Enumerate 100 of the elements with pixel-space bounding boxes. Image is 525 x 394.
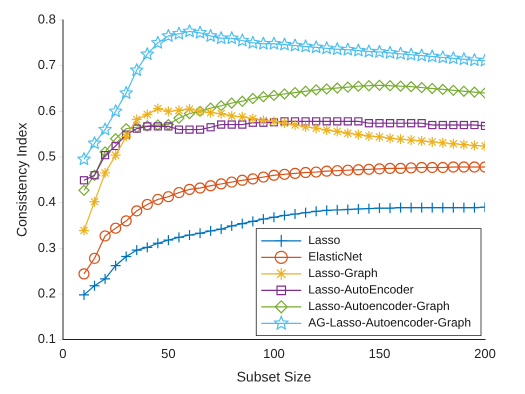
point xyxy=(196,125,204,134)
point xyxy=(122,130,130,139)
point xyxy=(330,42,344,56)
point xyxy=(394,162,406,174)
point xyxy=(374,131,386,142)
point xyxy=(416,82,428,94)
y-tick-label: 0.6 xyxy=(38,102,56,118)
point xyxy=(333,117,342,126)
point xyxy=(216,178,227,190)
point xyxy=(332,82,343,94)
point xyxy=(162,191,174,202)
point xyxy=(142,242,153,253)
x-tick-label: 50 xyxy=(161,346,176,361)
point xyxy=(98,122,112,136)
point xyxy=(182,24,196,38)
point xyxy=(174,125,184,134)
point xyxy=(309,40,323,54)
point xyxy=(321,204,332,216)
point xyxy=(394,46,408,60)
point xyxy=(396,119,405,128)
point xyxy=(99,230,111,242)
y-tick-label: 0.2 xyxy=(38,286,56,301)
x-axis-title: Subset Size xyxy=(236,368,312,384)
legend-label: Lasso-Graph xyxy=(308,266,378,280)
point xyxy=(414,48,428,62)
point xyxy=(110,222,122,234)
point xyxy=(425,49,440,62)
point xyxy=(436,50,450,64)
point xyxy=(289,168,301,180)
point xyxy=(372,44,386,58)
point xyxy=(363,164,375,175)
point xyxy=(354,117,362,126)
point xyxy=(352,80,364,92)
point xyxy=(88,196,100,208)
point xyxy=(131,205,142,216)
point xyxy=(418,119,426,128)
point xyxy=(458,161,470,173)
point xyxy=(235,33,250,46)
point xyxy=(185,125,194,134)
point xyxy=(332,126,343,138)
point xyxy=(268,116,280,127)
point xyxy=(247,92,258,104)
point xyxy=(449,120,458,130)
point xyxy=(184,103,196,115)
x-tick-label: 0 xyxy=(59,346,66,361)
point xyxy=(226,97,238,109)
point xyxy=(300,86,312,97)
point xyxy=(374,80,386,91)
point xyxy=(342,164,354,176)
point xyxy=(110,133,122,144)
point xyxy=(352,129,364,140)
point xyxy=(217,120,226,129)
point xyxy=(374,163,386,174)
point xyxy=(363,130,375,142)
point xyxy=(224,31,239,44)
point xyxy=(151,36,165,49)
point xyxy=(416,162,428,174)
point xyxy=(247,173,258,184)
point xyxy=(363,80,375,92)
point xyxy=(226,176,238,188)
point xyxy=(352,43,366,56)
point xyxy=(173,112,185,124)
point xyxy=(426,82,438,94)
point xyxy=(162,106,174,117)
point xyxy=(457,52,471,66)
point xyxy=(258,213,269,225)
point xyxy=(152,194,164,206)
point xyxy=(458,86,470,97)
point xyxy=(289,208,301,220)
point xyxy=(88,252,100,264)
point xyxy=(142,108,153,120)
point xyxy=(386,119,394,128)
point xyxy=(205,180,216,192)
y-tick-label: 0.5 xyxy=(38,148,56,164)
point xyxy=(468,202,480,214)
y-tick-label: 0.7 xyxy=(38,57,56,72)
point xyxy=(216,224,227,235)
point xyxy=(267,36,281,50)
point xyxy=(88,280,100,292)
point xyxy=(426,202,438,214)
point xyxy=(280,117,289,126)
point xyxy=(172,26,186,40)
point xyxy=(216,108,227,120)
point xyxy=(310,166,322,178)
point xyxy=(320,41,334,54)
point xyxy=(268,170,280,181)
point xyxy=(468,161,480,173)
point xyxy=(78,289,90,300)
point xyxy=(258,114,269,126)
point xyxy=(289,86,301,98)
point xyxy=(142,198,153,210)
point xyxy=(332,204,343,216)
point xyxy=(384,202,396,214)
point xyxy=(152,238,164,249)
point xyxy=(78,268,90,280)
point xyxy=(394,202,406,214)
point xyxy=(259,118,268,127)
point xyxy=(258,91,269,102)
point xyxy=(352,203,364,215)
point xyxy=(468,53,482,66)
